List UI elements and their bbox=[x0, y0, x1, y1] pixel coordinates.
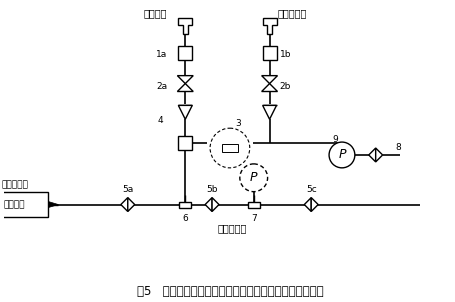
Bar bbox=[179, 201, 191, 207]
Polygon shape bbox=[368, 148, 375, 162]
Bar bbox=[178, 46, 192, 60]
Polygon shape bbox=[261, 84, 277, 92]
Polygon shape bbox=[311, 198, 318, 211]
Text: 机封密封水: 机封密封水 bbox=[1, 180, 28, 189]
Polygon shape bbox=[121, 198, 127, 211]
Text: 图5   增加电磁阀及压力变送器后凝结水机封水系统示意图: 图5 增加电磁阀及压力变送器后凝结水机封水系统示意图 bbox=[136, 285, 323, 298]
Circle shape bbox=[210, 128, 249, 168]
Text: 4: 4 bbox=[157, 116, 163, 125]
Text: 1b: 1b bbox=[279, 50, 290, 59]
Bar bbox=[247, 201, 259, 207]
Polygon shape bbox=[212, 198, 218, 211]
Text: 5b: 5b bbox=[206, 185, 217, 194]
Text: 2b: 2b bbox=[279, 82, 290, 91]
Bar bbox=[0, 192, 48, 217]
Polygon shape bbox=[375, 148, 382, 162]
Polygon shape bbox=[303, 198, 311, 211]
Polygon shape bbox=[127, 198, 134, 211]
Circle shape bbox=[239, 164, 267, 192]
Text: 1a: 1a bbox=[156, 50, 167, 59]
Text: 8: 8 bbox=[394, 143, 400, 152]
Polygon shape bbox=[48, 201, 58, 207]
Text: P: P bbox=[338, 149, 345, 162]
Polygon shape bbox=[177, 76, 193, 84]
Text: 3: 3 bbox=[234, 119, 240, 128]
Polygon shape bbox=[178, 18, 192, 34]
Polygon shape bbox=[178, 105, 192, 119]
Text: 5c: 5c bbox=[305, 185, 316, 194]
Text: 机械密封: 机械密封 bbox=[4, 200, 25, 209]
Text: 7: 7 bbox=[250, 214, 256, 223]
Text: P: P bbox=[249, 171, 257, 184]
Text: 2a: 2a bbox=[156, 82, 167, 91]
Text: 9: 9 bbox=[331, 135, 337, 143]
Polygon shape bbox=[262, 18, 276, 34]
Text: 凝结水出口: 凝结水出口 bbox=[277, 8, 307, 18]
Polygon shape bbox=[177, 84, 193, 92]
Text: 机封冲洗水: 机封冲洗水 bbox=[217, 223, 246, 233]
Bar bbox=[178, 136, 192, 150]
Circle shape bbox=[329, 142, 354, 168]
Text: 6: 6 bbox=[182, 214, 188, 223]
Polygon shape bbox=[262, 105, 276, 119]
Bar bbox=[262, 46, 276, 60]
Text: 除盐水来: 除盐水来 bbox=[144, 8, 167, 18]
Polygon shape bbox=[205, 198, 212, 211]
Bar bbox=[222, 144, 238, 152]
Text: 5a: 5a bbox=[122, 185, 133, 194]
Polygon shape bbox=[261, 76, 277, 84]
